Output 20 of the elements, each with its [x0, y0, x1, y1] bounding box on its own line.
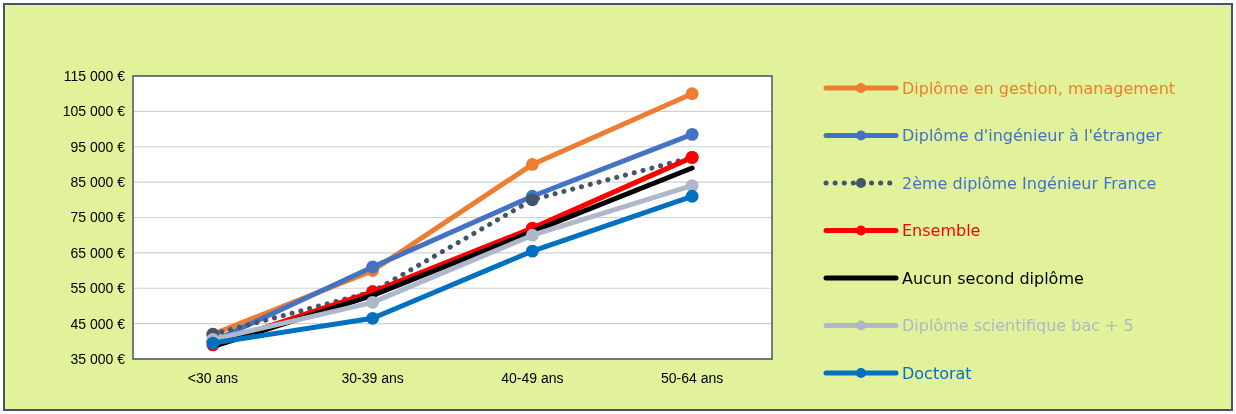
y-tick-label: 85 000 € — [70, 174, 126, 191]
legend-label: Aucun second diplôme — [902, 268, 1084, 288]
y-tick-label: 75 000 € — [70, 209, 126, 226]
x-tick-label: 50-64 ans — [660, 369, 724, 386]
y-tick-label: 55 000 € — [70, 280, 126, 297]
x-tick-label: 40-49 ans — [501, 369, 564, 386]
y-tick-label: 95 000 € — [70, 138, 126, 155]
x-tick-label: 30-39 ans — [341, 369, 404, 386]
y-tick-label: 35 000 € — [70, 350, 126, 367]
legend-label: Diplôme scientifique bac + 5 — [902, 316, 1134, 336]
legend-label: Ensemble — [902, 221, 981, 241]
y-tick-label: 45 000 € — [70, 315, 126, 332]
y-tick-label: 65 000 € — [70, 244, 126, 261]
legend-label: Doctorat — [902, 363, 972, 383]
legend-label: Diplôme d'ingénieur à l'étranger — [902, 126, 1163, 146]
legend-label: 2ème diplôme Ingénieur France — [902, 173, 1157, 193]
y-tick-label: 115 000 € — [63, 67, 126, 84]
legend-label: Diplôme en gestion, management — [902, 78, 1176, 98]
y-tick-label: 105 000 € — [62, 103, 126, 120]
x-tick-label: <30 ans — [187, 369, 238, 386]
